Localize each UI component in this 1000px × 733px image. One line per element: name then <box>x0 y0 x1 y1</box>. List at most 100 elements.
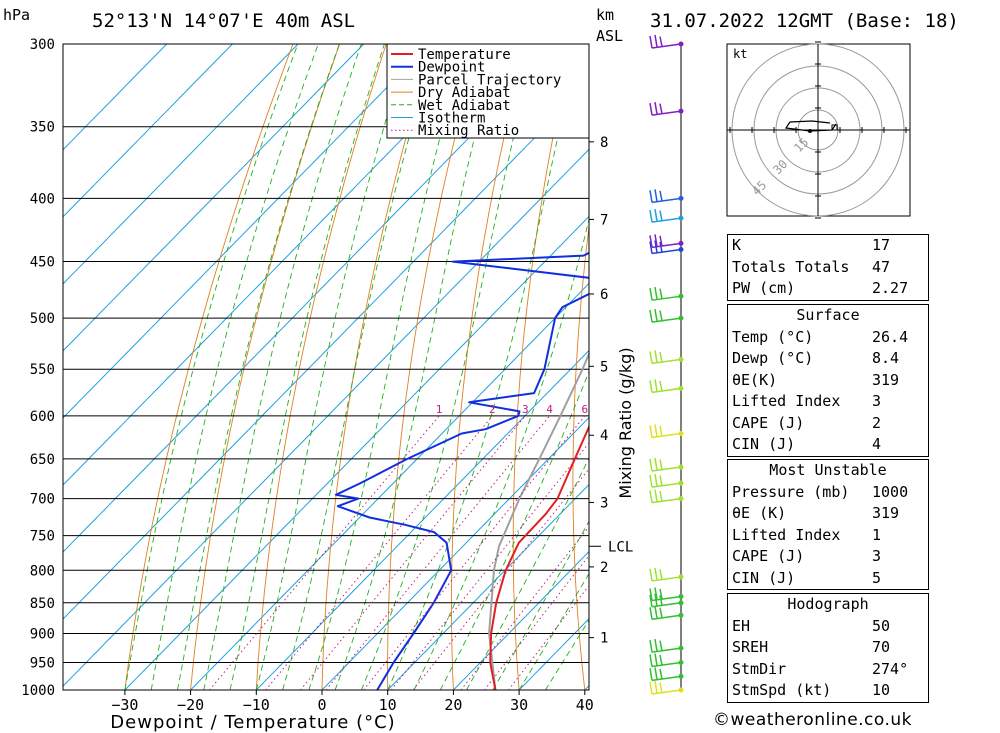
pressure-tick-label: 300 <box>30 37 55 53</box>
wind-barb <box>649 102 682 116</box>
dewpoint-profile <box>334 251 589 690</box>
mixing-ratio-label: 3 <box>522 403 529 416</box>
dry-adiabat-line <box>572 223 589 690</box>
dry-adiabat-line <box>387 44 480 690</box>
hodograph-unit: kt <box>733 47 747 61</box>
indices-general-table: K 17 Totals Totals 47 PW (cm) 2.27 <box>727 234 929 301</box>
surface-row: Temp (°C) 26.4 <box>732 327 909 346</box>
mixing-ratio-label: 1 <box>436 403 443 416</box>
wet-adiabat-line <box>334 44 500 690</box>
hodo-row: StmDir 274° <box>732 659 909 678</box>
x-tick-label: −10 <box>243 696 270 714</box>
isotherm-line <box>453 550 589 690</box>
legend-label: Wet Adiabat <box>418 98 511 114</box>
dry-adiabat-line <box>451 44 527 690</box>
isotherm-line <box>124 215 589 690</box>
legend-label: Parcel Trajectory <box>418 72 561 88</box>
wind-barb <box>649 587 682 602</box>
wind-barb <box>649 680 682 695</box>
dry-adiabat-line <box>687 0 729 690</box>
mixing-ratio-label: 4 <box>546 403 553 416</box>
km-tick-label: 8 <box>600 135 608 151</box>
surface-row: Dewp (°C) 8.4 <box>732 349 900 367</box>
km-tick-label: 5 <box>600 359 608 375</box>
wet-adiabat-line <box>177 44 340 690</box>
km-tick-label: 2 <box>600 560 608 576</box>
x-tick-label: 0 <box>317 696 326 714</box>
dry-adiabat-line <box>190 44 341 690</box>
wind-barb <box>649 653 682 668</box>
wet-adiabat-line <box>229 44 385 690</box>
wind-barb <box>649 234 682 249</box>
mixing-ratio-line <box>265 415 493 690</box>
wind-barb <box>649 350 682 365</box>
hodograph-params-table: Hodograph EH 50 SREH 70 StmDir 274° StmSpd … <box>727 593 929 703</box>
wind-barb <box>649 240 682 255</box>
isotherm-line <box>387 483 589 690</box>
plot-frame <box>62 43 590 691</box>
pressure-tick-label: 500 <box>30 311 55 327</box>
surface-row: Lifted Index 3 <box>732 392 882 410</box>
pressure-tick-label: 350 <box>30 120 55 136</box>
km-tick-label: 7 <box>600 212 608 228</box>
wind-barb <box>649 593 682 608</box>
wet-adiabat-line <box>439 370 589 690</box>
isotherm-line <box>190 282 589 690</box>
index-row-totals: Totals Totals 47 <box>732 257 891 276</box>
pressure-tick-label: 950 <box>30 656 55 672</box>
wind-barb <box>649 189 682 204</box>
surface-title: Surface <box>796 306 860 324</box>
pressure-tick-label: 700 <box>30 492 55 508</box>
isotherm-line <box>63 148 589 687</box>
x-tick-label: 40 <box>576 696 594 714</box>
pressure-isobars <box>63 43 589 691</box>
wind-barb <box>649 489 682 504</box>
wind-barb <box>649 639 682 653</box>
dry-adiabat-line <box>512 44 573 690</box>
legend-label: Temperature <box>418 47 511 63</box>
hodograph-point <box>808 129 812 133</box>
x-tick-label: −20 <box>177 696 204 714</box>
isotherm-line <box>63 44 299 285</box>
wind-barb <box>649 424 682 439</box>
mixing-ratio-label: 2 <box>489 403 496 416</box>
isotherm-line <box>255 349 589 690</box>
mu-row: θE (K) 319 <box>732 504 900 522</box>
wet-adiabat-line <box>308 44 467 690</box>
isotherm-line <box>63 44 496 486</box>
km-tick-label: 6 <box>600 287 608 303</box>
wind-barb <box>649 606 682 621</box>
wind-barb <box>649 473 682 488</box>
pressure-tick-label: 550 <box>30 362 55 378</box>
pressure-tick-label: 1000 <box>21 683 55 699</box>
surface-row: CAPE (J) 2 <box>732 413 882 432</box>
parcel-trajectory-profile <box>488 351 589 690</box>
mu-row: Lifted Index 1 <box>732 525 882 544</box>
pressure-tick-label: 400 <box>30 191 55 207</box>
pressure-tick-label: 450 <box>30 255 55 271</box>
lcl-label: LCL <box>608 539 633 555</box>
pressure-tick-label: 750 <box>30 529 55 545</box>
dry-adiabat-line <box>124 44 294 690</box>
hpa-unit-label: hPa <box>3 6 30 24</box>
wind-barb <box>649 457 682 472</box>
index-row-pw: PW (cm) 2.27 <box>732 279 909 297</box>
wind-barb <box>649 287 682 301</box>
wind-barbs <box>649 34 684 695</box>
x-tick-label: 30 <box>510 696 528 714</box>
isotherm-line <box>63 44 431 419</box>
pressure-tick-label: 800 <box>30 563 55 579</box>
dry-adiabat-line <box>631 0 685 690</box>
pressure-tick-label: 900 <box>30 627 55 643</box>
dry-adiabat-line <box>944 0 1000 690</box>
surface-table: Surface Temp (°C) 26.4 Dewp (°C) 8.4 θE(K)… <box>727 304 929 457</box>
copyright-footer[interactable]: ©weatheronline.co.uk <box>713 710 913 730</box>
x-tick-label: 20 <box>444 696 462 714</box>
wind-barb <box>649 308 682 323</box>
pressure-tick-label: 650 <box>30 452 55 468</box>
pressure-tick-label: 850 <box>30 596 55 612</box>
hodo-row: SREH 70 <box>732 638 891 656</box>
mixing-ratio-line <box>325 415 550 690</box>
